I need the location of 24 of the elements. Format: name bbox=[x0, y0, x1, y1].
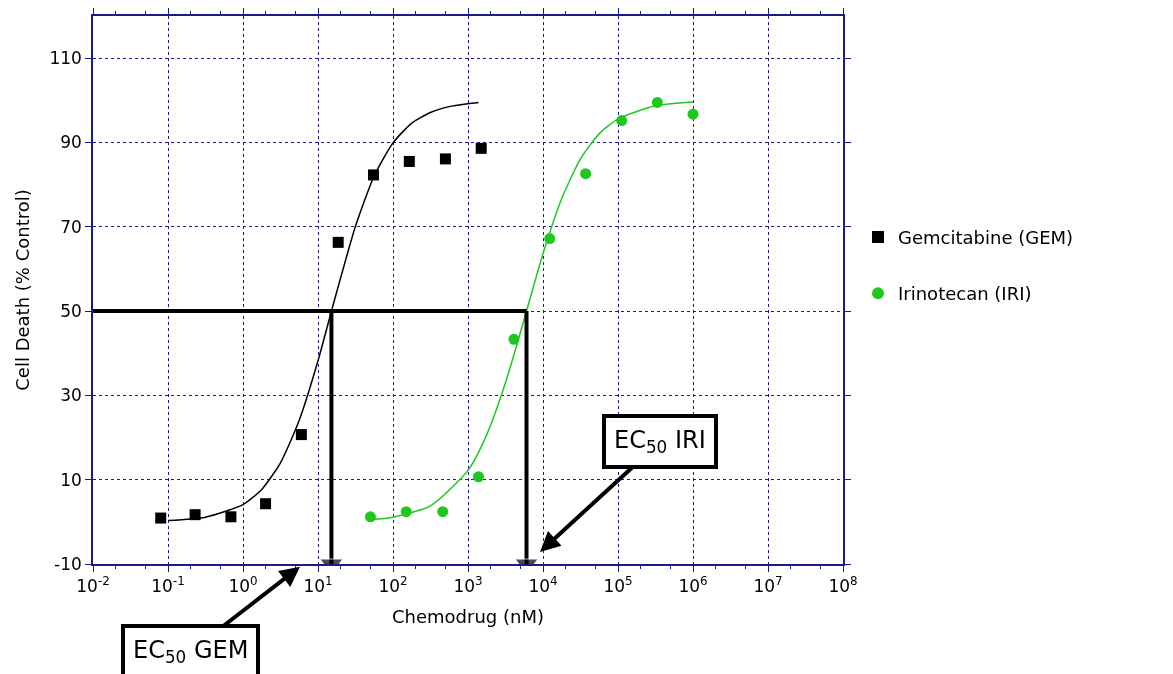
annotation: EC$_{50}$ IRI bbox=[614, 426, 706, 458]
legend-label: Gemcitabine (GEM) bbox=[898, 226, 1074, 248]
x-tick-label: 10$^{3}$ bbox=[453, 574, 483, 597]
y-tick-label: -10 bbox=[54, 553, 82, 574]
x-tick-label: 10$^{4}$ bbox=[528, 574, 558, 597]
x-tick-label: 10$^{1}$ bbox=[303, 574, 333, 597]
y-axis-title: Cell Death (% Control) bbox=[12, 189, 34, 391]
x-tick-label: 10$^{8}$ bbox=[828, 574, 858, 597]
y-tick-label: 10 bbox=[60, 469, 82, 490]
y-tick-label: 30 bbox=[60, 385, 82, 406]
x-tick-label: 10$^{0}$ bbox=[228, 574, 258, 597]
x-tick-label: 10$^{7}$ bbox=[753, 574, 783, 597]
y-tick-label: 70 bbox=[60, 216, 82, 237]
y-tick-label: 110 bbox=[49, 48, 82, 69]
x-tick-label: 10$^{-1}$ bbox=[151, 574, 185, 597]
legend-label: Irinotecan (IRI) bbox=[898, 283, 1032, 305]
x-axis-title: Chemodrug (nM) bbox=[392, 605, 544, 627]
x-tick-label: 10$^{5}$ bbox=[603, 574, 633, 597]
x-tick-label: 10$^{2}$ bbox=[378, 574, 408, 597]
y-tick-label: 90 bbox=[60, 132, 82, 153]
text: EC$_{50}$ GEM bbox=[133, 636, 249, 668]
x-tick-label: 10$^{-2}$ bbox=[76, 574, 110, 597]
x-tick-label: 10$^{6}$ bbox=[678, 574, 708, 597]
y-tick-label: 50 bbox=[60, 301, 82, 322]
